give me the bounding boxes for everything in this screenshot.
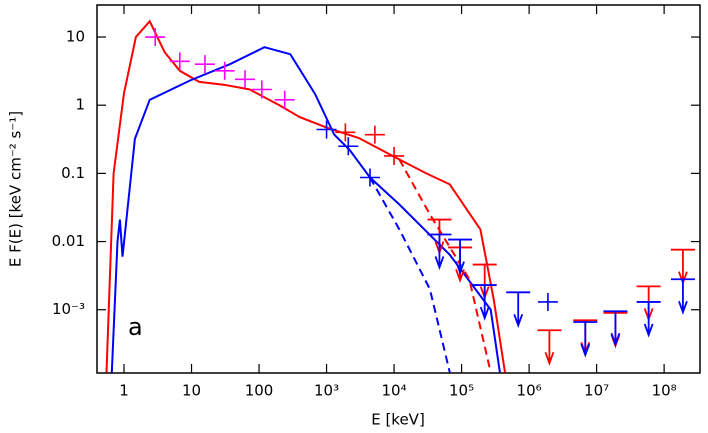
x-tick-label: 10⁷: [584, 382, 609, 400]
panel-label: a: [128, 313, 143, 341]
data-point: [235, 70, 256, 89]
data-point: [214, 61, 235, 80]
upper-limit: [448, 238, 473, 276]
x-tick-label: 10: [182, 382, 201, 400]
data-point: [364, 125, 385, 144]
upper-limit: [472, 284, 497, 321]
model-curve: [105, 19, 506, 373]
x-tick-label: 10⁵: [449, 382, 474, 400]
data-point: [384, 146, 405, 165]
y-tick-label: 10⁻³: [52, 300, 85, 318]
x-tick-label: 10³: [314, 382, 339, 400]
y-tick-label: 10: [66, 28, 85, 46]
upper-limit: [427, 233, 452, 271]
dashed-curve: [398, 159, 492, 373]
y-axis-label: E F(E) [keV cm⁻² s⁻¹]: [7, 111, 25, 267]
upper-limit: [670, 248, 695, 286]
data-point: [537, 292, 558, 311]
x-axis-label: E [keV]: [371, 411, 425, 429]
data-point: [251, 80, 272, 99]
x-tick-label: 100: [245, 382, 274, 400]
data-point: [338, 137, 359, 156]
data-point: [335, 123, 356, 142]
x-tick-label: 1: [119, 382, 129, 400]
upper-limit: [670, 278, 695, 315]
y-tick-label: 1: [75, 96, 85, 114]
x-tick-label: 10⁶: [517, 382, 542, 400]
data-point: [145, 28, 166, 47]
data-point: [169, 52, 190, 71]
x-tick-label: 10⁴: [382, 382, 407, 400]
model-curve: [110, 46, 501, 373]
upper-limit: [506, 291, 531, 328]
x-tick-label: 10⁸: [652, 382, 677, 400]
dashed-curve: [369, 177, 451, 373]
upper-limit: [603, 310, 628, 347]
upper-limit: [537, 329, 562, 366]
data-point: [194, 55, 215, 74]
plot-frame: [96, 4, 701, 374]
data-point: [316, 120, 337, 139]
upper-limit: [573, 321, 598, 358]
upper-limit: [636, 301, 661, 338]
y-tick-label: 0.01: [52, 232, 85, 250]
plot-area: [105, 19, 695, 373]
y-tick-label: 0.1: [61, 164, 85, 182]
data-point: [274, 90, 295, 109]
data-point: [359, 168, 380, 187]
